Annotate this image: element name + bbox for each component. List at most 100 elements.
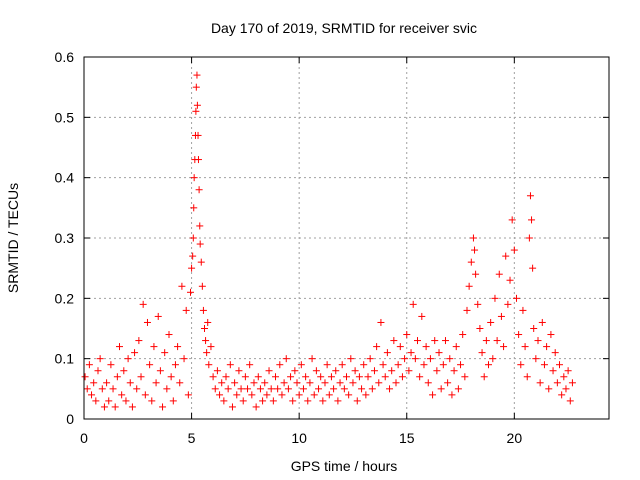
data-point [450, 367, 458, 375]
data-point [128, 403, 136, 411]
data-point [222, 373, 230, 381]
data-point [467, 258, 475, 266]
data-point [534, 337, 542, 345]
y-tick-label: 0 [66, 411, 74, 427]
data-point [246, 361, 254, 369]
data-point [435, 349, 443, 357]
data-point [113, 373, 121, 381]
data-point [261, 379, 269, 387]
data-point [459, 331, 467, 339]
data-point [444, 379, 452, 387]
data-point [420, 361, 428, 369]
data-point [190, 204, 198, 212]
data-point [474, 300, 482, 308]
data-point [126, 379, 134, 387]
data-point [543, 343, 551, 351]
chart-title: Day 170 of 2019, SRMTID for receiver svi… [211, 20, 477, 36]
data-point [401, 355, 409, 363]
ticks-layer: 0 0.1 0.2 0.3 0.4 0.5 0.6 0 5 10 15 20 [55, 49, 609, 446]
data-point [381, 373, 389, 381]
data-point [526, 192, 534, 200]
data-point [502, 252, 510, 260]
data-point [194, 156, 202, 164]
data-point [424, 379, 432, 387]
data-point [161, 349, 169, 357]
data-point [299, 385, 307, 393]
data-point [325, 391, 333, 399]
data-point [216, 391, 224, 399]
data-point [244, 385, 252, 393]
data-point [224, 385, 232, 393]
data-point [358, 385, 366, 393]
data-point [448, 391, 456, 399]
data-point [463, 306, 471, 314]
data-point [519, 306, 527, 314]
data-point [190, 174, 198, 182]
data-point [252, 403, 260, 411]
data-point [194, 131, 202, 139]
data-point [156, 367, 164, 375]
data-point [405, 367, 413, 375]
data-point [373, 343, 381, 351]
data-point [239, 397, 247, 405]
data-point [233, 391, 241, 399]
data-point [193, 101, 201, 109]
data-point [133, 385, 141, 393]
data-point [276, 361, 284, 369]
data-point [304, 397, 312, 405]
data-point [269, 397, 277, 405]
data-point [250, 379, 258, 387]
data-point [83, 385, 91, 393]
data-point [139, 300, 147, 308]
data-point [174, 343, 182, 351]
data-point [274, 385, 282, 393]
data-point [334, 397, 342, 405]
data-point [237, 385, 245, 393]
data-point [472, 270, 480, 278]
data-point [96, 355, 104, 363]
data-point [196, 222, 204, 230]
data-point [398, 373, 406, 381]
y-tick-label: 0.3 [55, 230, 75, 246]
data-point [512, 294, 520, 302]
data-point [349, 379, 357, 387]
data-point [195, 186, 203, 194]
data-point [189, 252, 197, 260]
data-point [81, 373, 89, 381]
data-point [297, 361, 305, 369]
data-point [457, 361, 465, 369]
data-point [90, 379, 98, 387]
data-point [517, 361, 525, 369]
data-point [446, 355, 454, 363]
data-point [176, 379, 184, 387]
data-point [465, 282, 473, 290]
data-point [530, 325, 538, 332]
data-point [271, 373, 279, 381]
data-point [529, 264, 537, 272]
data-point [353, 397, 361, 405]
data-point [414, 337, 422, 345]
data-point [327, 373, 335, 381]
data-point [379, 361, 387, 369]
data-point [143, 318, 151, 326]
data-point [347, 355, 355, 363]
data-point [426, 355, 434, 363]
data-point [267, 385, 275, 393]
data-point [487, 318, 495, 326]
data-point [211, 385, 219, 393]
data-point [163, 385, 171, 393]
data-point [383, 349, 391, 357]
data-point [368, 385, 376, 393]
y-tick-label: 0.2 [55, 290, 75, 306]
data-point [403, 331, 411, 339]
data-point [394, 361, 402, 369]
data-point [360, 361, 368, 369]
data-point [407, 349, 415, 357]
data-point [336, 379, 344, 387]
data-point [187, 288, 195, 296]
data-point [137, 373, 145, 381]
data-point [500, 343, 508, 351]
data-point [207, 343, 215, 351]
data-point [469, 234, 477, 242]
